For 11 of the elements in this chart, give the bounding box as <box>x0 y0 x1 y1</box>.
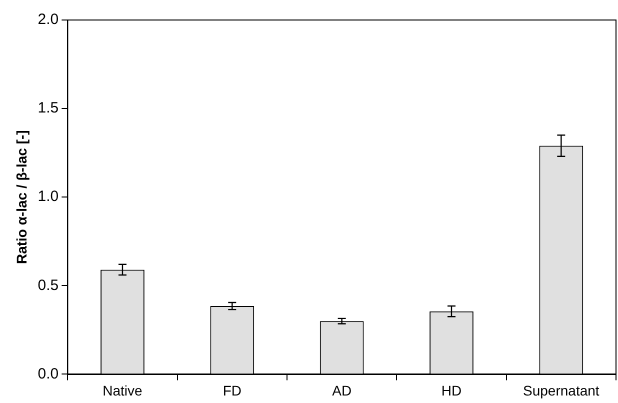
x-tick-label: AD <box>332 382 352 398</box>
y-axis-title: Ratio α-lac / β-lac [-] <box>13 130 30 264</box>
y-tick-label: 0.5 <box>38 276 59 294</box>
x-tick-label: Native <box>102 382 143 398</box>
y-tick-label: 1.5 <box>38 100 59 117</box>
x-tick-label: Supernatant <box>523 382 600 398</box>
x-tick-label: HD <box>441 382 462 398</box>
y-tick-label: 2.0 <box>38 11 59 28</box>
x-tick-label: FD <box>222 382 242 398</box>
y-tick-label: 1.0 <box>38 188 59 206</box>
y-tick-label: 0.0 <box>38 365 59 382</box>
